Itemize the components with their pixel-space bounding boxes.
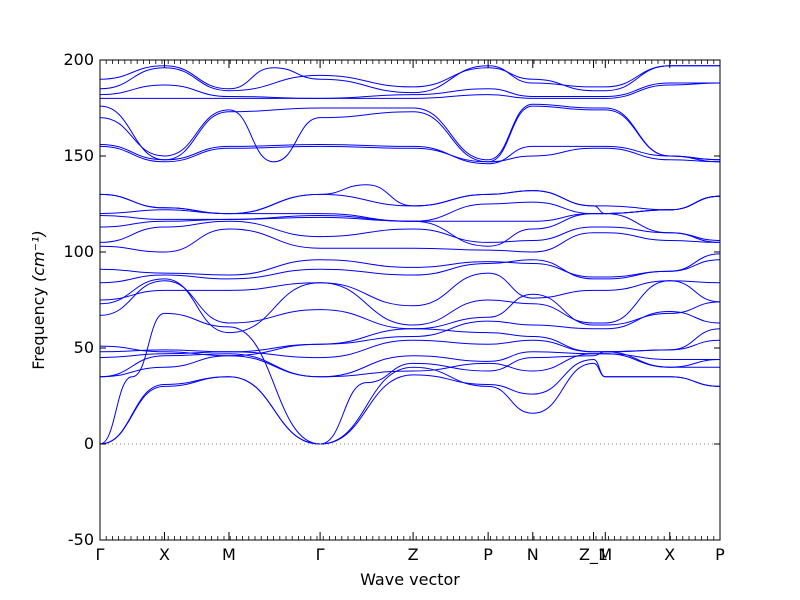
y-axis-label: Frequency [29, 287, 48, 370]
x-tick-label: N [527, 545, 539, 564]
phonon-branch-20 [99, 184, 721, 215]
x-tick-label: Z [408, 545, 419, 564]
phonon-branch-9 [99, 280, 721, 330]
y-axis-unit: (cm⁻¹) [29, 230, 48, 282]
x-tick-label: M [222, 545, 236, 564]
phonon-branch-7 [99, 328, 721, 353]
phonon-branch-15 [99, 220, 721, 243]
x-minor-ticks [105, 60, 715, 540]
phonon-branch-14 [99, 228, 721, 253]
x-axis: Γ X M Γ Z P N Z_1M X P [96, 60, 725, 565]
phonon-branch-28 [99, 65, 720, 94]
x-tick-label: X [664, 545, 675, 564]
y-axis-label-group: Frequency (cm⁻¹) [29, 230, 48, 369]
phonon-branch-27 [99, 65, 720, 92]
x-tick-label: P [483, 545, 493, 564]
x-tick-label: Γ [96, 545, 105, 564]
phonon-branch-16 [99, 213, 721, 247]
x-tick-label: M [598, 545, 612, 564]
phonon-branch-5 [99, 351, 720, 378]
phonon-branch-12 [99, 259, 721, 284]
phonon-branch-22 [99, 143, 721, 165]
phonon-branch-26 [99, 82, 720, 99]
y-tick-label: 50 [74, 338, 94, 357]
x-axis-label: Wave vector [360, 570, 460, 589]
x-tick-label: X [159, 545, 170, 564]
phonon-branch-2 [99, 358, 721, 445]
phonon-branch-10 [99, 278, 721, 334]
phonon-branch-11 [99, 272, 721, 307]
phonon-branch-25 [99, 82, 721, 99]
phonon-branch-8 [99, 310, 721, 357]
y-tick-label: 200 [63, 50, 94, 69]
x-tick-label: P [715, 545, 725, 564]
y-axis: -50 0 50 100 150 200 [63, 50, 720, 549]
phonon-branch-23 [99, 105, 721, 163]
svg-text:Frequency (cm⁻¹): Frequency (cm⁻¹) [29, 230, 48, 369]
phonon-branch-3 [99, 312, 720, 445]
phonon-branch-13 [99, 253, 721, 278]
x-tick-label: Γ [316, 545, 325, 564]
y-tick-label: 0 [84, 434, 94, 453]
phonon-branch-24 [99, 103, 721, 161]
phonon-branch-4 [99, 353, 721, 378]
y-tick-label: 150 [63, 146, 94, 165]
y-tick-label: 100 [63, 242, 94, 261]
y-tick-label: -50 [68, 530, 94, 549]
phonon-branch-21 [99, 145, 721, 163]
series-layer [99, 65, 721, 445]
x-tick-label: Z_1 [579, 545, 608, 565]
